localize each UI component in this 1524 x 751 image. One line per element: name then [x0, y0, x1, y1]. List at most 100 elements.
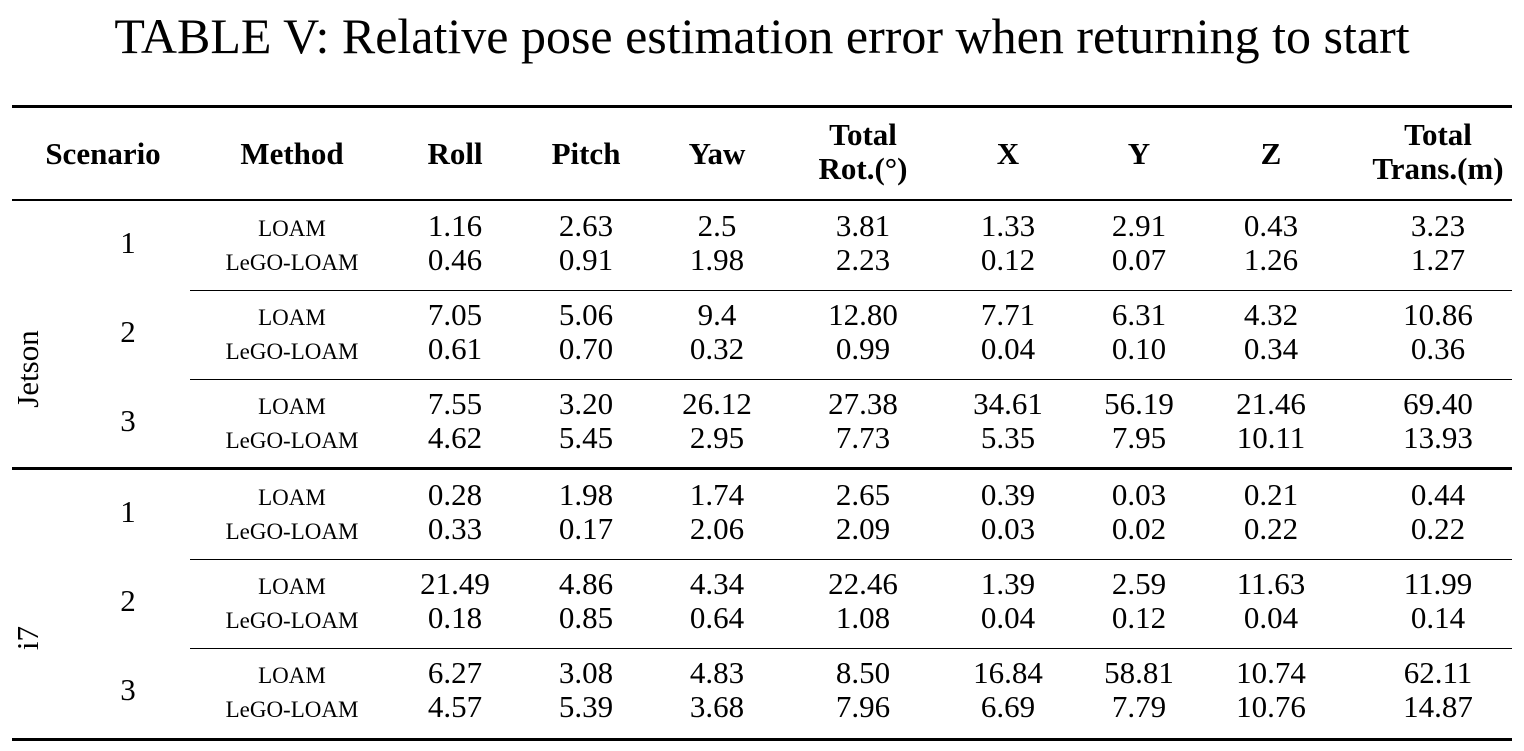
table-cell: 13.93	[1403, 420, 1473, 455]
table-cell: 0.91	[558, 242, 614, 277]
method-label: LeGO-LOAM	[225, 250, 359, 275]
table-cell: 7.71	[980, 297, 1036, 332]
scenario-id: 1	[120, 494, 136, 529]
table-cell: 62.11	[1403, 655, 1473, 690]
table-cell: 1.08	[835, 600, 891, 635]
table-cell: 0.07	[1111, 242, 1167, 277]
top-rule	[12, 105, 1512, 108]
table-cell: 2.09	[835, 511, 891, 546]
table-cell: 1.98	[689, 242, 745, 277]
table-cell: 2.95	[689, 420, 745, 455]
table-cell: 0.39	[980, 477, 1036, 512]
header-x: X	[996, 136, 1020, 171]
table-cell: 7.95	[1111, 420, 1167, 455]
method-label: LOAM	[258, 663, 326, 688]
group-label: i7	[10, 625, 45, 650]
table-cell: 6.31	[1111, 297, 1167, 332]
header-roll: Roll	[427, 136, 483, 171]
table-cell: 58.81	[1104, 655, 1174, 690]
table-cell: 3.81	[835, 208, 891, 243]
table-cell: 1.27	[1410, 242, 1466, 277]
table-cell: 16.84	[973, 655, 1043, 690]
table-cell: 14.87	[1403, 689, 1473, 724]
table-cell: 22.46	[828, 566, 898, 601]
table-cell: 26.12	[682, 386, 752, 421]
table-cell: 0.85	[558, 600, 614, 635]
header-yaw: Yaw	[688, 136, 746, 171]
table-cell: 1.16	[427, 208, 483, 243]
method-label: LeGO-LOAM	[225, 428, 359, 453]
table-cell: 0.22	[1410, 511, 1466, 546]
table-cell: 3.08	[558, 655, 614, 690]
table-cell: 5.06	[558, 297, 614, 332]
table-cell: 3.68	[689, 689, 745, 724]
table-cell: 6.69	[980, 689, 1036, 724]
header-pitch: Pitch	[551, 136, 621, 171]
header-rule	[12, 199, 1512, 201]
table-cell: 9.4	[697, 297, 737, 332]
method-label: LeGO-LOAM	[225, 519, 359, 544]
header-total-rot-line2: Rot.(°)	[818, 151, 908, 186]
table-cell: 4.83	[689, 655, 745, 690]
table-cell: 6.27	[427, 655, 483, 690]
table-cell: 7.96	[835, 689, 891, 724]
table-cell: 10.76	[1236, 689, 1306, 724]
table-cell: 2.06	[689, 511, 745, 546]
table-cell: 3.20	[558, 386, 614, 421]
table-cell: 1.26	[1243, 242, 1299, 277]
scenario-separator	[190, 290, 1512, 291]
table-caption: TABLE V: Relative pose estimation error …	[114, 8, 1410, 64]
header-total-trans-line2: Trans.(m)	[1372, 151, 1504, 186]
method-label: LeGO-LOAM	[225, 339, 359, 364]
header-total-rot-line1: Total	[829, 117, 897, 152]
table-cell: 10.86	[1403, 297, 1473, 332]
table-cell: 2.23	[835, 242, 891, 277]
table-cell: 0.64	[689, 600, 745, 635]
table-cell: 0.32	[689, 331, 745, 366]
table-cell: 0.17	[558, 511, 614, 546]
scenario-id: 1	[120, 225, 136, 260]
table-cell: 11.63	[1236, 566, 1306, 601]
table-cell: 0.03	[980, 511, 1036, 546]
scenario-separator	[190, 559, 1512, 560]
table-cell: 0.02	[1111, 511, 1167, 546]
table-cell: 2.63	[558, 208, 614, 243]
method-label: LOAM	[258, 305, 326, 330]
table-cell: 1.74	[689, 477, 745, 512]
table-cell: 4.62	[427, 420, 483, 455]
table-cell: 8.50	[835, 655, 891, 690]
table-cell: 7.73	[835, 420, 891, 455]
table-cell: 0.43	[1243, 208, 1299, 243]
scenario-id: 3	[120, 672, 136, 707]
table-cell: 12.80	[828, 297, 898, 332]
table-cell: 11.99	[1403, 566, 1473, 601]
table-cell: 5.39	[558, 689, 614, 724]
table-cell: 10.74	[1236, 655, 1306, 690]
table-cell: 7.05	[427, 297, 483, 332]
scenario-id: 2	[120, 314, 136, 349]
scenario-separator	[190, 648, 1512, 649]
table-cell: 0.28	[427, 477, 483, 512]
scenario-separator	[190, 379, 1512, 380]
table-cell: 3.23	[1410, 208, 1466, 243]
table-cell: 1.39	[980, 566, 1036, 601]
method-label: LOAM	[258, 574, 326, 599]
table-cell: 0.22	[1243, 511, 1299, 546]
table-cell: 2.5	[697, 208, 737, 243]
table-cell: 2.91	[1111, 208, 1167, 243]
table-cell: 0.04	[980, 331, 1036, 366]
header-z: Z	[1260, 136, 1282, 171]
group-label: Jetson	[10, 329, 45, 408]
table-cell: 0.21	[1243, 477, 1299, 512]
table-cell: 0.12	[1111, 600, 1167, 635]
method-label: LOAM	[258, 216, 326, 241]
table-cell: 4.86	[558, 566, 614, 601]
table-cell: 0.03	[1111, 477, 1167, 512]
table-cell: 7.55	[427, 386, 483, 421]
method-label: LeGO-LOAM	[225, 697, 359, 722]
table-cell: 4.34	[689, 566, 745, 601]
table-cell: 5.35	[980, 420, 1036, 455]
table-cell: 7.79	[1111, 689, 1167, 724]
header-method: Method	[240, 136, 344, 171]
table-cell: 4.32	[1243, 297, 1299, 332]
